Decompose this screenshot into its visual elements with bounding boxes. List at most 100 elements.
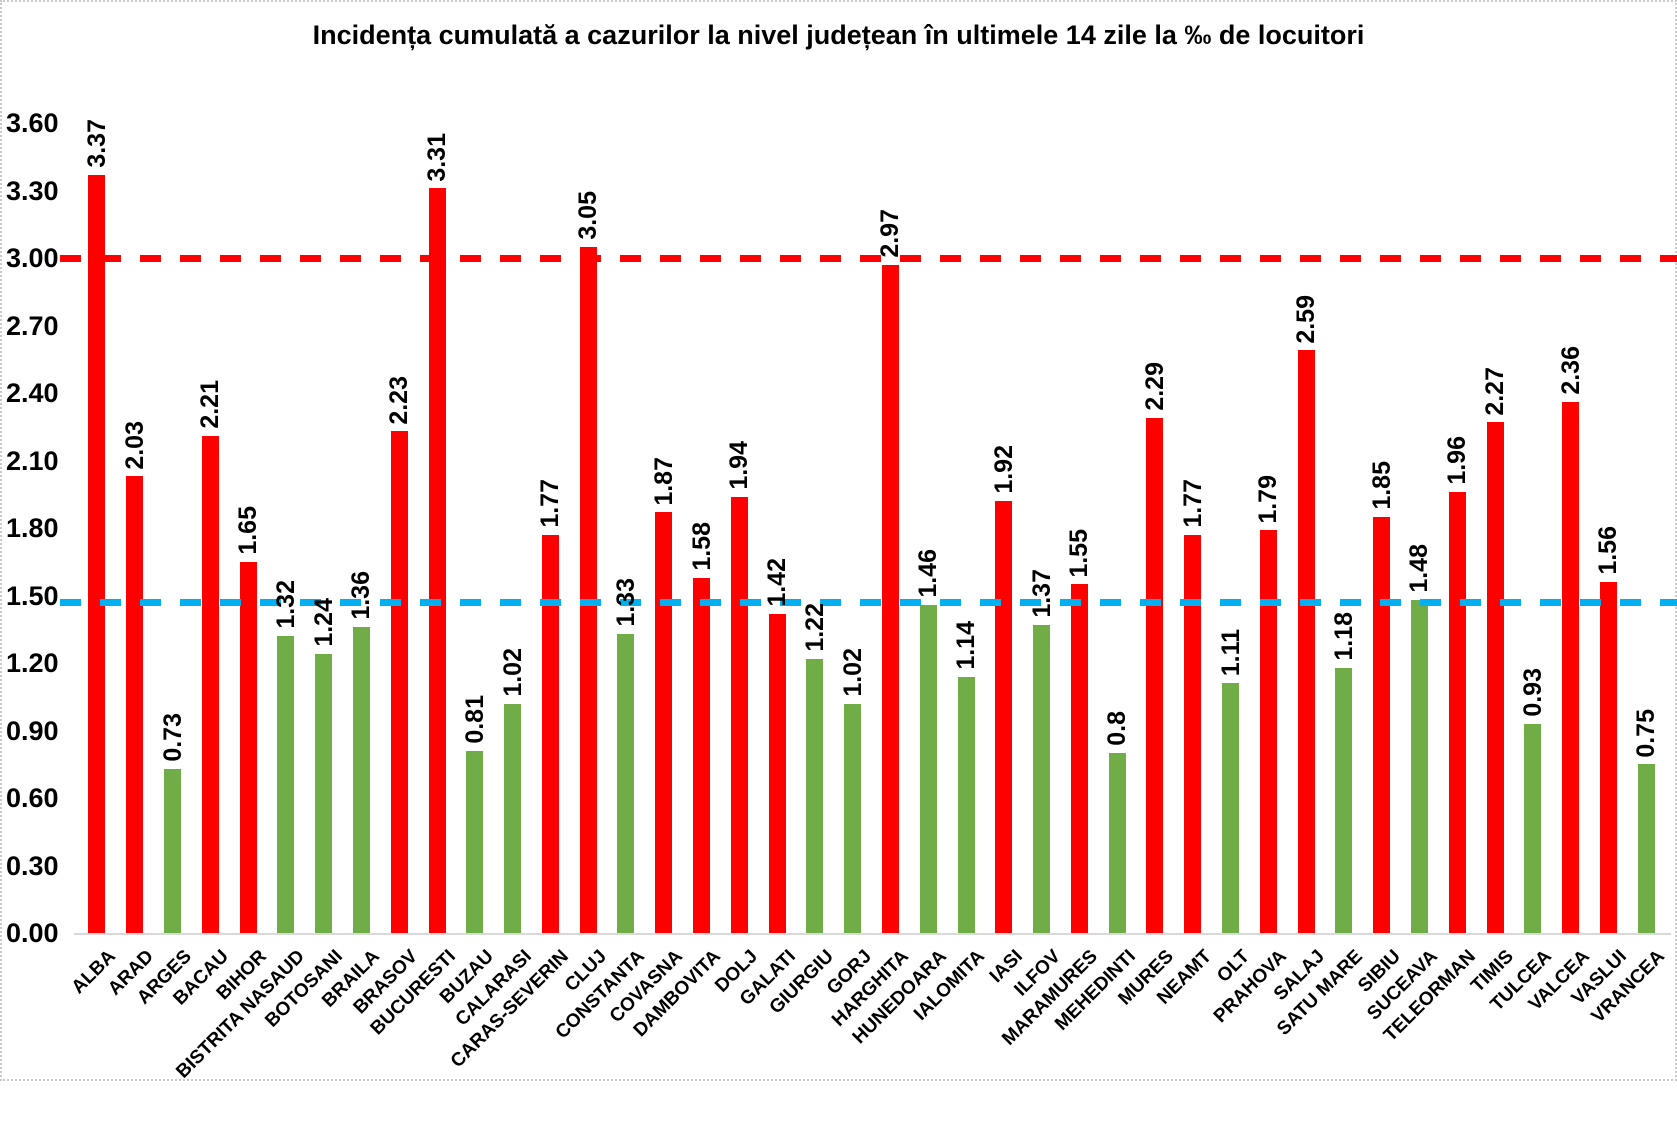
bar-bihor bbox=[239, 561, 257, 934]
bar-value-label-prahova: 1.79 bbox=[1254, 474, 1283, 524]
bar-valcea bbox=[1562, 402, 1579, 933]
bar-hunedoara bbox=[919, 604, 937, 933]
bar-value-label-dambovita: 1.58 bbox=[687, 521, 716, 571]
bar-value-label-bistrita-nasaud: 1.32 bbox=[271, 580, 300, 629]
y-axis-tick-label: 2.10 bbox=[6, 445, 59, 476]
bar-value-label-timis: 2.27 bbox=[1481, 366, 1509, 416]
bar-constanta bbox=[617, 633, 635, 934]
bar-value-label-ilfov: 1.37 bbox=[1027, 569, 1056, 618]
chart-title: Incidența cumulată a cazurilor la nivel … bbox=[312, 20, 1365, 50]
y-axis-tick-label: 0.30 bbox=[6, 850, 59, 881]
bar-value-label-vrancea: 0.75 bbox=[1632, 708, 1661, 758]
bar-value-label-tulcea: 0.93 bbox=[1518, 668, 1547, 717]
bar-olt bbox=[1222, 683, 1239, 934]
bar-iasi bbox=[995, 501, 1013, 933]
y-axis-tick-label: 3.60 bbox=[6, 108, 59, 138]
bar-value-label-caras-severin: 1.77 bbox=[536, 479, 565, 528]
bar-value-label-harghita: 2.97 bbox=[876, 209, 905, 258]
bar-value-label-calarasi: 1.02 bbox=[498, 647, 527, 697]
bar-tulcea bbox=[1524, 723, 1542, 934]
bar-mures bbox=[1146, 417, 1164, 934]
bar-value-label-cluj: 3.05 bbox=[574, 191, 603, 240]
bar-dambovita bbox=[693, 577, 710, 933]
bar-vaslui bbox=[1599, 582, 1617, 933]
bar-value-label-brasov: 2.23 bbox=[385, 375, 414, 425]
y-axis-tick-label: 0.90 bbox=[6, 715, 59, 746]
bar-gorj bbox=[844, 703, 862, 933]
bar-ialomita bbox=[957, 676, 975, 933]
bar-value-label-bihor: 1.65 bbox=[234, 506, 262, 555]
bar-maramures bbox=[1070, 584, 1088, 934]
bar-value-label-galati: 1.42 bbox=[763, 557, 791, 607]
bar-value-label-teleorman: 1.96 bbox=[1443, 436, 1472, 485]
bar-caras-severin bbox=[541, 534, 559, 934]
bar-prahova bbox=[1259, 530, 1277, 934]
bar-vrancea bbox=[1637, 764, 1655, 934]
bar-dolj bbox=[730, 496, 748, 933]
bar-value-label-giurgiu: 1.22 bbox=[800, 602, 829, 652]
bar-value-label-alba: 3.37 bbox=[82, 119, 111, 168]
bar-teleorman bbox=[1448, 492, 1466, 933]
bar-mehedinti bbox=[1108, 753, 1126, 933]
y-axis-tick-label: 3.30 bbox=[6, 175, 59, 206]
bar-bistrita-nasaud bbox=[277, 636, 295, 933]
bar-value-label-vaslui: 1.56 bbox=[1594, 526, 1623, 575]
bar-neamt bbox=[1184, 534, 1202, 934]
reference-line-blue bbox=[60, 598, 1677, 606]
bar-value-label-dolj: 1.94 bbox=[725, 440, 754, 490]
bar-arad bbox=[126, 476, 144, 933]
bar-value-label-constanta: 1.33 bbox=[611, 578, 640, 627]
bar-sibiu bbox=[1373, 516, 1391, 934]
bar-covasna bbox=[655, 512, 673, 934]
bar-value-label-covasna: 1.87 bbox=[649, 456, 678, 506]
bar-suceava bbox=[1410, 600, 1428, 933]
y-axis-tick-label: 3.00 bbox=[6, 243, 59, 273]
y-axis-tick-label: 0.60 bbox=[6, 783, 59, 813]
bar-value-label-salaj: 2.59 bbox=[1292, 294, 1320, 344]
bar-arges bbox=[164, 768, 181, 934]
bar-value-label-neamt: 1.77 bbox=[1178, 479, 1207, 528]
y-axis-tick-label: 0.00 bbox=[6, 918, 59, 948]
bar-value-label-valcea: 2.36 bbox=[1556, 346, 1585, 395]
bar-botosani bbox=[315, 654, 333, 933]
bar-value-label-buzau: 0.81 bbox=[460, 695, 489, 744]
bar-value-label-sibiu: 1.85 bbox=[1367, 461, 1396, 510]
bar-value-label-braila: 1.36 bbox=[347, 571, 376, 620]
bar-bucuresti bbox=[428, 188, 446, 934]
bar-value-label-maramures: 1.55 bbox=[1065, 528, 1094, 578]
bar-value-label-mures: 2.29 bbox=[1140, 362, 1169, 411]
bar-calarasi bbox=[504, 703, 521, 933]
bar-value-label-bacau: 2.21 bbox=[196, 380, 225, 429]
bar-value-label-ialomita: 1.14 bbox=[952, 620, 980, 670]
y-axis-tick-label: 1.20 bbox=[6, 648, 59, 678]
bar-value-label-hunedoara: 1.46 bbox=[914, 548, 943, 598]
bar-value-label-botosani: 1.24 bbox=[309, 598, 338, 647]
reference-line-red bbox=[60, 254, 1677, 262]
bar-braila bbox=[352, 627, 370, 933]
bar-value-label-gorj: 1.02 bbox=[838, 647, 867, 697]
bar-value-label-suceava: 1.48 bbox=[1405, 544, 1434, 593]
bar-salaj bbox=[1297, 350, 1315, 934]
bar-value-label-satu-mare: 1.18 bbox=[1329, 611, 1358, 661]
bar-satu-mare bbox=[1335, 667, 1353, 933]
bar-buzau bbox=[466, 750, 484, 934]
bar-value-label-arad: 2.03 bbox=[120, 420, 149, 470]
bar-chart-plot-area: 0.00 0.30 0.60 0.90 1.20 1.50 1.80 2.10 2.40 2.70… bbox=[6, 108, 1677, 1083]
bar-alba bbox=[88, 174, 106, 934]
y-axis-tick-label: 1.80 bbox=[6, 513, 59, 543]
y-axis-tick-label: 2.40 bbox=[6, 378, 59, 408]
bar-timis bbox=[1486, 422, 1504, 934]
bar-bacau bbox=[201, 435, 219, 934]
bar-galati bbox=[768, 613, 786, 933]
bar-ilfov bbox=[1033, 624, 1050, 934]
bar-value-label-mehedinti: 0.8 bbox=[1103, 711, 1132, 746]
bar-value-label-bucuresti: 3.31 bbox=[423, 132, 451, 182]
bar-value-label-arges: 0.73 bbox=[158, 713, 187, 762]
bar-giurgiu bbox=[806, 658, 824, 933]
bar-value-label-iasi: 1.92 bbox=[989, 445, 1018, 494]
bar-cluj bbox=[579, 246, 597, 934]
y-axis-tick-label: 1.50 bbox=[6, 580, 59, 611]
x-axis-line bbox=[74, 933, 1671, 935]
bar-brasov bbox=[390, 431, 408, 934]
bar-value-label-olt: 1.11 bbox=[1216, 628, 1245, 677]
